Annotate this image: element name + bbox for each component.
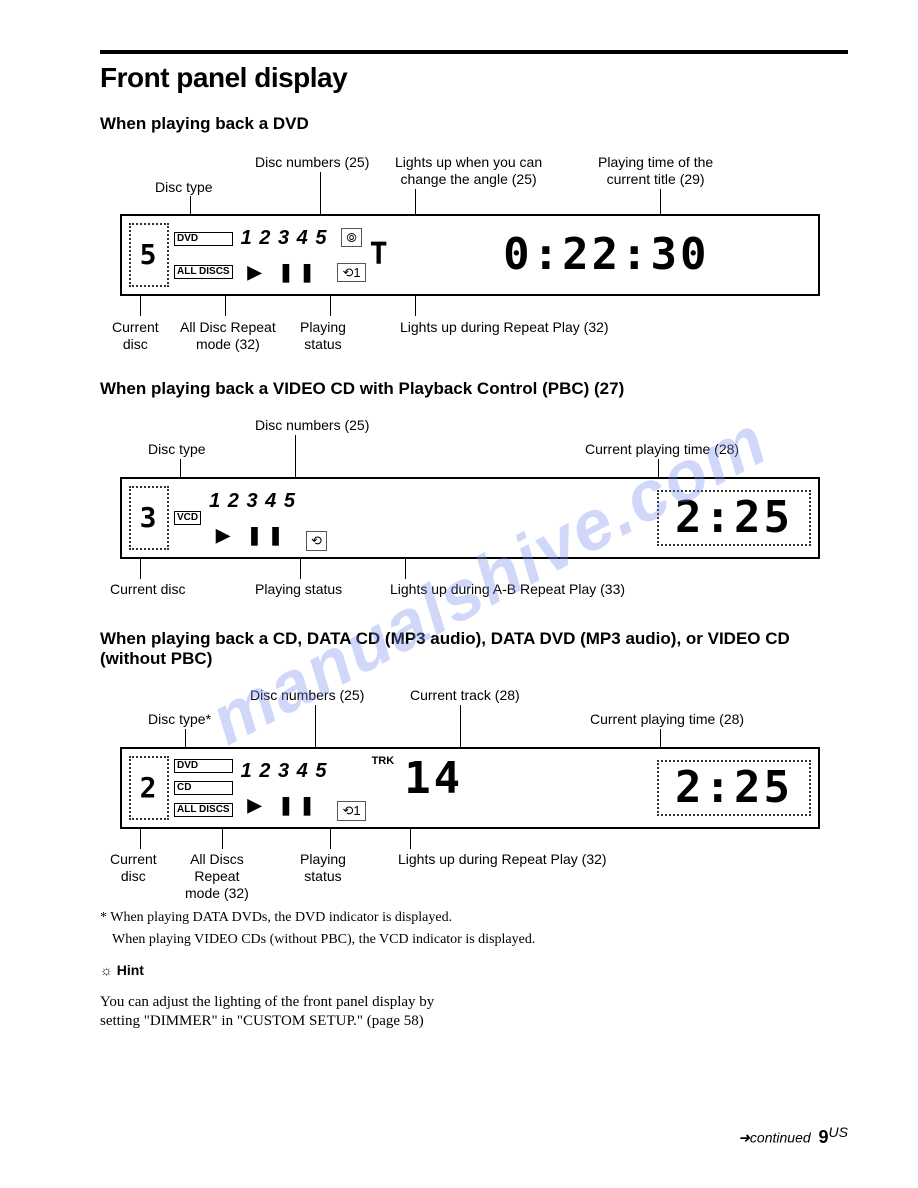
footer-arrow-icon: ➜ xyxy=(738,1130,750,1146)
page-region: US xyxy=(829,1124,848,1140)
tag-all-discs: ALL DISCS xyxy=(174,265,233,279)
callout3-disc-type: Disc type* xyxy=(148,711,211,728)
hint-icon: ☼ xyxy=(100,962,113,978)
time-display-3: 2:25 xyxy=(657,760,811,817)
track-display: 14 xyxy=(404,753,463,806)
callout-repeat: Lights up during Repeat Play (32) xyxy=(400,319,609,336)
callout-disc-numbers: Disc numbers (25) xyxy=(255,154,369,171)
play-pause-icon-2: ▶ ❚❚ xyxy=(216,525,289,547)
disc-numbers-2: 1 2 3 4 5 xyxy=(209,489,296,513)
callout-current-disc: Current disc xyxy=(112,319,159,353)
tag3-all-discs: ALL DISCS xyxy=(174,803,233,817)
diagram-dvd: Disc type Disc numbers (25) Lights up wh… xyxy=(100,144,848,359)
callout3-all-disc-repeat: All Discs Repeat mode (32) xyxy=(185,851,249,901)
callout2-play-time: Current playing time (28) xyxy=(585,441,739,458)
repeat-icon-2: ⟲ xyxy=(306,531,327,551)
repeat-icon: ⟲1 xyxy=(337,263,365,283)
callout3-play-time: Current playing time (28) xyxy=(590,711,744,728)
callout-all-disc-repeat: All Disc Repeat mode (32) xyxy=(180,319,276,353)
play-pause-icon-3: ▶ ❚❚ xyxy=(248,795,321,817)
footnote-1: * When playing DATA DVDs, the DVD indica… xyxy=(100,910,848,926)
footnote-2: When playing VIDEO CDs (without PBC), th… xyxy=(112,932,848,948)
section2-heading: When playing back a VIDEO CD with Playba… xyxy=(100,379,848,399)
panel-dvd: 5 DVD ALL DISCS 1 2 3 4 5 ▶ ❚❚ ⦾ ⟲1 T 0:… xyxy=(120,214,820,296)
callout3-playing-status: Playing status xyxy=(300,851,346,885)
disc-numbers: 1 2 3 4 5 xyxy=(241,226,328,250)
seg3-current-disc: 2 xyxy=(129,756,169,820)
seg-current-disc: 5 xyxy=(129,223,169,287)
callout2-repeat: Lights up during A-B Repeat Play (33) xyxy=(390,581,625,598)
panel-vcd: 3 VCD 1 2 3 4 5 ▶ ❚❚ ⟲ 2:25 xyxy=(120,477,820,559)
callout-play-time: Playing time of the current title (29) xyxy=(598,154,713,188)
seg2-current-disc: 3 xyxy=(129,486,169,550)
callout3-repeat: Lights up during Repeat Play (32) xyxy=(398,851,607,868)
page-number: 9 xyxy=(819,1127,829,1147)
callout2-playing-status: Playing status xyxy=(255,581,342,598)
callout2-disc-type: Disc type xyxy=(148,441,206,458)
play-pause-icon: ▶ ❚❚ xyxy=(248,262,321,284)
callout-angle: Lights up when you can change the angle … xyxy=(395,154,542,188)
section3-heading: When playing back a CD, DATA CD (MP3 aud… xyxy=(100,629,820,669)
tag-vcd: VCD xyxy=(174,511,201,525)
time-display-2: 2:25 xyxy=(657,490,811,547)
callout-disc-type: Disc type xyxy=(155,179,213,196)
callout3-current-disc: Current disc xyxy=(110,851,157,885)
callout2-disc-numbers: Disc numbers (25) xyxy=(255,417,369,434)
hint-label: Hint xyxy=(117,962,144,978)
diagram-vcd: Disc type Disc numbers (25) Current play… xyxy=(100,409,848,609)
callout-playing-status: Playing status xyxy=(300,319,346,353)
page-footer: ➜continued 9US xyxy=(738,1124,848,1148)
panel-cd: 2 DVD CD ALL DISCS 1 2 3 4 5 ▶ ❚❚ ⟲1 TRK… xyxy=(120,747,820,829)
callout3-disc-numbers: Disc numbers (25) xyxy=(250,687,364,704)
tag3-dvd: DVD xyxy=(174,759,233,773)
time-display: 0:22:30 xyxy=(399,229,814,282)
callout2-current-disc: Current disc xyxy=(110,581,185,598)
page-title: Front panel display xyxy=(100,62,848,94)
hint-heading: ☼ Hint xyxy=(100,962,848,978)
disc-numbers-3: 1 2 3 4 5 xyxy=(241,759,328,783)
section1-heading: When playing back a DVD xyxy=(100,114,848,134)
tag-dvd: DVD xyxy=(174,232,233,246)
hint-body: You can adjust the lighting of the front… xyxy=(100,993,460,1031)
callout3-current-track: Current track (28) xyxy=(410,687,520,704)
angle-icon: ⦾ xyxy=(341,228,361,248)
tag3-cd: CD xyxy=(174,781,233,795)
repeat-icon-3: ⟲1 xyxy=(337,801,365,821)
diagram-cd: Disc type* Disc numbers (25) Current tra… xyxy=(100,679,848,904)
trk-label: TRK xyxy=(370,753,397,770)
footer-continued: continued xyxy=(750,1130,811,1146)
time-prefix: T xyxy=(370,237,391,273)
